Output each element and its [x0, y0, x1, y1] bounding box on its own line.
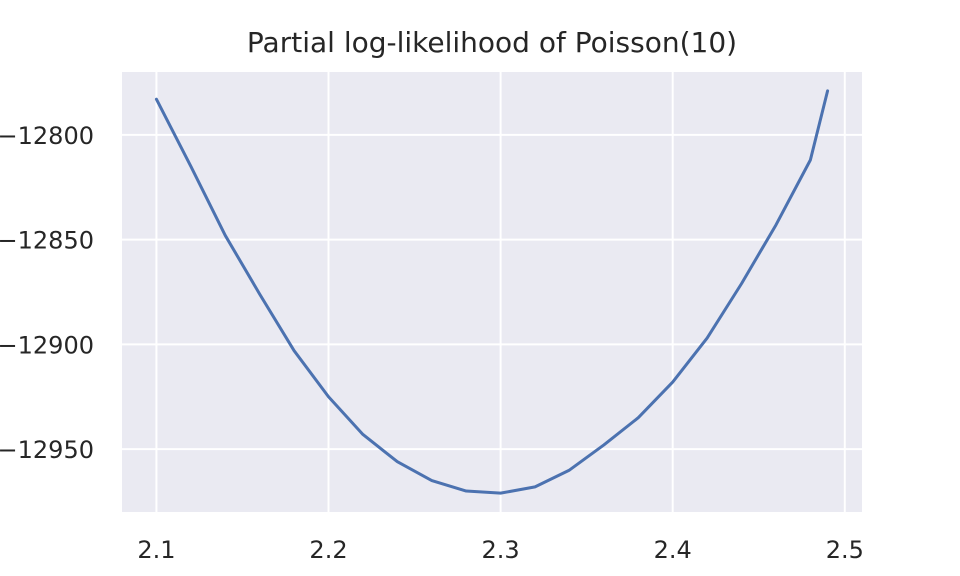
chart-title: Partial log-likelihood of Poisson(10)	[247, 26, 737, 59]
x-axis: 2.1 2.2 2.3 2.4 2.5	[137, 536, 864, 564]
y-tick-label: −12950	[0, 436, 94, 464]
x-tick-label: 2.1	[137, 536, 175, 564]
x-tick-label: 2.2	[309, 536, 347, 564]
x-tick-label: 2.4	[654, 536, 692, 564]
y-tick-label: −12800	[0, 122, 94, 150]
y-tick-label: −12850	[0, 227, 94, 255]
series-layer	[154, 89, 830, 495]
grid	[122, 72, 862, 512]
x-tick-label: 2.3	[482, 536, 520, 564]
y-tick-label: −12900	[0, 331, 94, 359]
series-line	[154, 89, 830, 495]
plot-background	[122, 72, 862, 512]
y-axis: −12800 −12850 −12900 −12950	[0, 122, 94, 464]
x-tick-label: 2.5	[826, 536, 864, 564]
